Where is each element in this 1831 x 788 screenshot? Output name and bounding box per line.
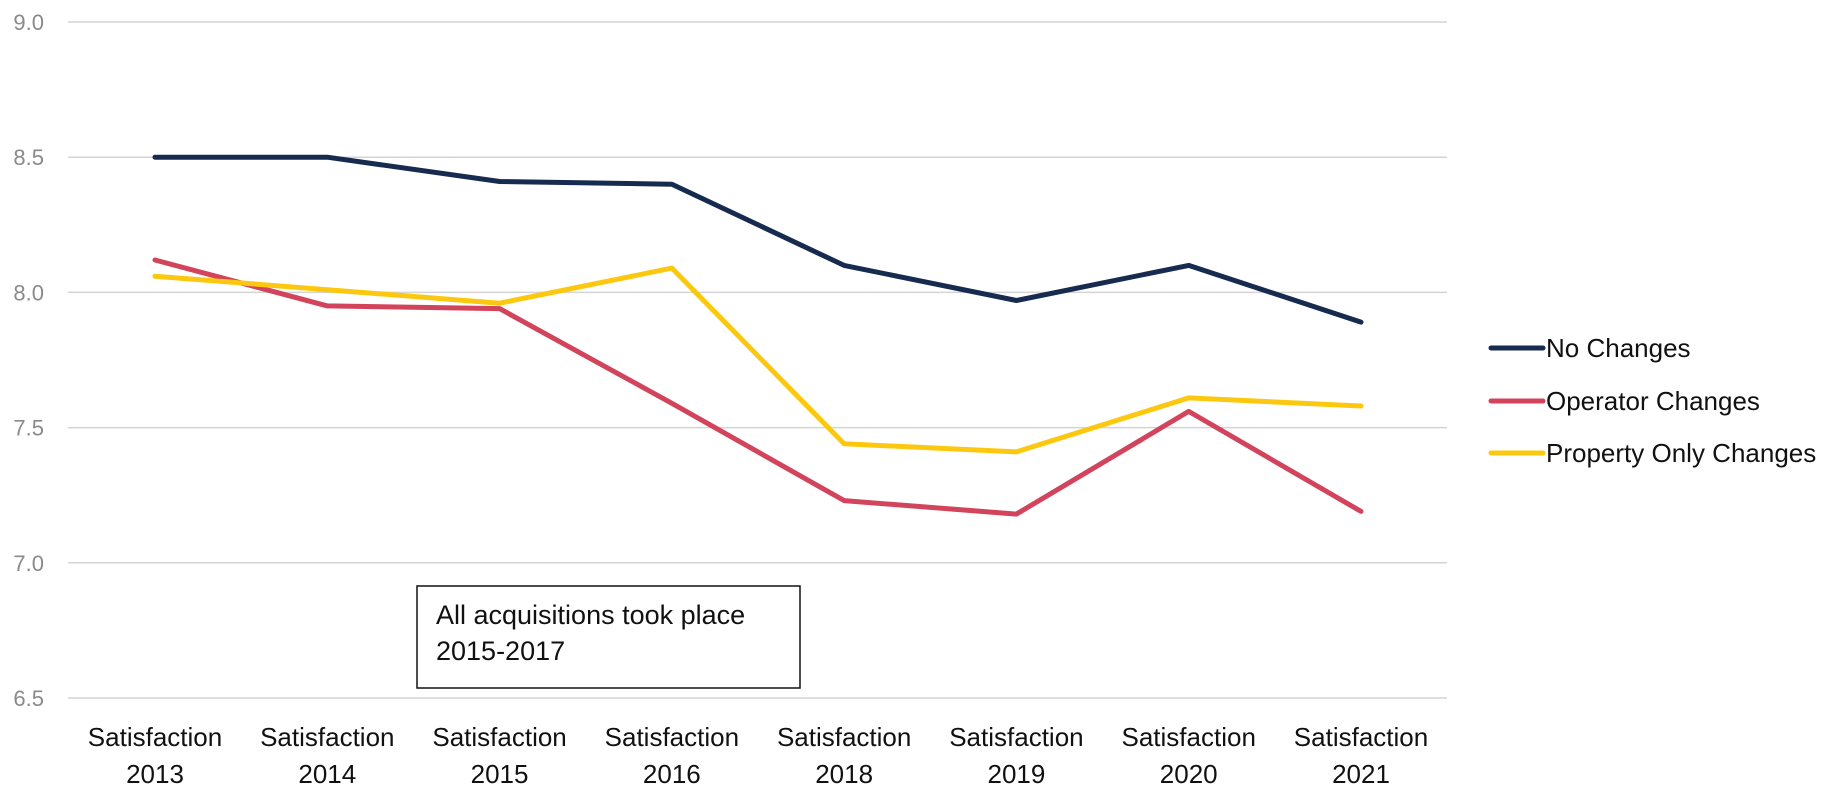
x-tick-label: Satisfaction 2016 [605,722,739,788]
x-tick-label: Satisfaction 2015 [432,722,566,788]
x-tick-label: Satisfaction 2013 [88,722,222,788]
y-tick-label: 8.0 [13,280,44,305]
series-line-1 [152,257,1364,517]
annotation-line-1: All acquisitions took place [436,600,745,630]
y-tick-label: 9.0 [13,10,44,35]
x-tick-label: Satisfaction 2018 [777,722,911,788]
x-tick-label-line: Satisfaction [777,722,911,752]
x-tick-label-line: 2018 [815,759,873,788]
y-tick-label: 7.0 [13,551,44,576]
series-line-2 [152,265,1364,455]
y-tick-label: 6.5 [13,686,44,711]
annotation-box: All acquisitions took place 2015-2017 [416,585,801,689]
x-tick-label-line: Satisfaction [1294,722,1428,752]
x-tick-label-line: Satisfaction [432,722,566,752]
x-tick-label-line: 2013 [126,759,184,788]
legend-label: Operator Changes [1546,386,1760,416]
x-tick-label-line: 2020 [1160,759,1218,788]
x-tick-label-line: Satisfaction [260,722,394,752]
y-tick-label: 7.5 [13,416,44,441]
legend-label: No Changes [1546,333,1691,363]
y-axis-ticks: 6.5 7.0 7.5 8.0 8.5 9.0 [13,10,44,711]
x-tick-label-line: Satisfaction [605,722,739,752]
x-tick-label-line: Satisfaction [1122,722,1256,752]
x-tick-label: Satisfaction 2020 [1122,722,1256,788]
x-tick-label-line: 2021 [1332,759,1390,788]
series-lines [152,154,1364,517]
x-tick-label: Satisfaction 2021 [1294,722,1428,788]
series-line-0 [152,154,1364,325]
x-tick-label-line: 2016 [643,759,701,788]
annotation-line-2: 2015-2017 [436,636,565,666]
legend: No Changes Operator Changes Property Only … [1488,333,1816,468]
x-tick-label-line: 2019 [988,759,1046,788]
x-tick-label-line: Satisfaction [949,722,1083,752]
x-tick-label-line: Satisfaction [88,722,222,752]
y-tick-label: 8.5 [13,145,44,170]
x-tick-label: Satisfaction 2019 [949,722,1083,788]
x-tick-label-line: 2015 [471,759,529,788]
x-tick-label-line: 2014 [298,759,356,788]
x-tick-label: Satisfaction 2014 [260,722,394,788]
legend-label: Property Only Changes [1546,438,1816,468]
